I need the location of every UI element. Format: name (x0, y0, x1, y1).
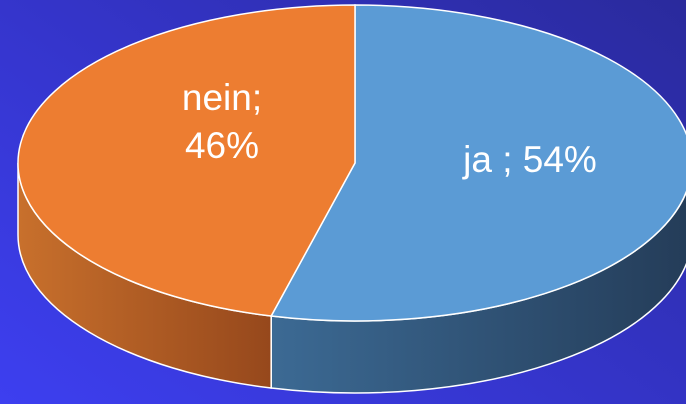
pie-slice (17, 4, 356, 317)
pie-slice (270, 4, 686, 322)
data-label: nein; 46% (181, 77, 263, 166)
data-label: ja ; 54% (463, 139, 597, 180)
